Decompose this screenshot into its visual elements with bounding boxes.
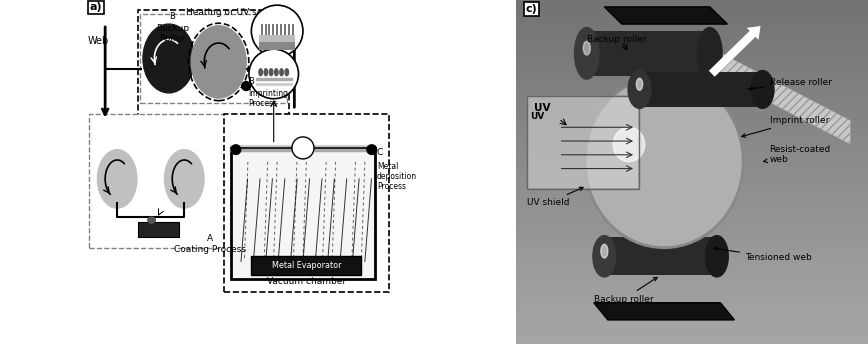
Bar	[287, 24, 290, 35]
Bar	[587, 31, 710, 76]
Bar	[292, 24, 293, 35]
Text: Backup roller: Backup roller	[587, 35, 647, 44]
Bar	[224, 114, 389, 292]
Bar	[280, 24, 282, 35]
Text: Imprinting
Process: Imprinting Process	[248, 89, 288, 108]
Ellipse shape	[613, 127, 645, 162]
Bar	[138, 10, 289, 179]
Text: Resist-coated
web: Resist-coated web	[764, 145, 831, 164]
Text: A: A	[207, 235, 214, 244]
Ellipse shape	[583, 41, 590, 55]
Ellipse shape	[148, 217, 155, 223]
Text: B: B	[169, 12, 175, 21]
Ellipse shape	[191, 26, 247, 98]
Text: C: C	[377, 148, 383, 157]
Text: Metal Evaporator: Metal Evaporator	[272, 261, 341, 270]
Text: Backup roller: Backup roller	[594, 277, 657, 304]
Ellipse shape	[259, 69, 262, 76]
Ellipse shape	[269, 69, 273, 76]
Circle shape	[241, 82, 251, 90]
Text: B: B	[248, 77, 253, 86]
Ellipse shape	[165, 150, 204, 208]
Text: Metal
deposition
Process: Metal deposition Process	[377, 162, 417, 192]
Ellipse shape	[706, 236, 728, 277]
Ellipse shape	[285, 69, 288, 76]
Bar	[260, 42, 295, 50]
Ellipse shape	[143, 24, 194, 93]
Ellipse shape	[698, 28, 722, 79]
Text: Backup
Roller: Backup Roller	[155, 24, 189, 43]
Polygon shape	[604, 7, 727, 24]
Bar	[268, 24, 271, 35]
Text: Coating Process: Coating Process	[174, 245, 246, 254]
Circle shape	[292, 137, 314, 159]
Bar	[604, 237, 717, 275]
Circle shape	[367, 145, 377, 154]
Ellipse shape	[264, 69, 267, 76]
Ellipse shape	[585, 76, 743, 248]
Text: Release roller: Release roller	[749, 78, 832, 90]
Circle shape	[231, 145, 240, 154]
Bar	[284, 24, 286, 35]
Ellipse shape	[636, 78, 642, 90]
Ellipse shape	[279, 69, 283, 76]
Bar	[640, 72, 763, 107]
Ellipse shape	[593, 236, 615, 277]
Bar	[231, 148, 375, 279]
Bar	[265, 24, 266, 35]
Text: UV shield: UV shield	[527, 187, 583, 207]
Bar	[252, 256, 361, 275]
Bar	[89, 114, 288, 248]
Bar	[138, 222, 179, 237]
Ellipse shape	[97, 150, 137, 208]
Text: Heating or UV source: Heating or UV source	[186, 9, 282, 18]
Text: UV: UV	[534, 103, 550, 113]
Text: c): c)	[525, 4, 537, 14]
Ellipse shape	[628, 71, 651, 108]
FancyArrowPatch shape	[709, 26, 760, 77]
Text: Vacuum chamber: Vacuum chamber	[266, 277, 346, 286]
Ellipse shape	[751, 71, 774, 108]
Text: Imprint roller: Imprint roller	[742, 116, 829, 137]
Bar	[273, 24, 274, 35]
Bar	[260, 24, 263, 35]
Polygon shape	[594, 303, 734, 320]
Circle shape	[249, 49, 299, 99]
Text: a): a)	[89, 2, 102, 12]
Bar	[140, 14, 287, 103]
Ellipse shape	[601, 244, 608, 258]
Ellipse shape	[274, 69, 278, 76]
Polygon shape	[685, 34, 851, 144]
Text: Web: Web	[88, 36, 109, 46]
Polygon shape	[527, 96, 640, 189]
Text: UV: UV	[530, 112, 545, 121]
Text: Tensioned web: Tensioned web	[713, 247, 812, 262]
Bar	[276, 24, 278, 35]
Ellipse shape	[575, 28, 599, 79]
Bar	[260, 35, 295, 43]
Circle shape	[252, 5, 303, 57]
